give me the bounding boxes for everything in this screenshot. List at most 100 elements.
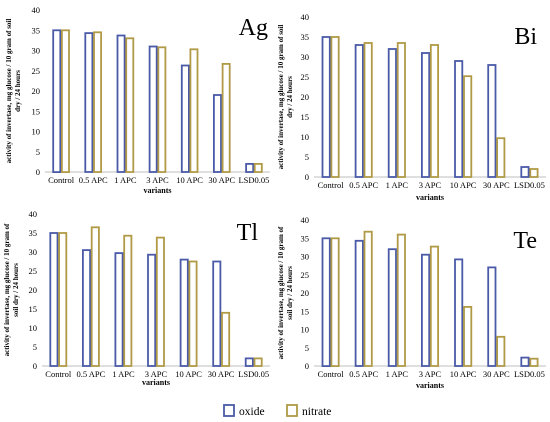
x-tick-label: 3 APC	[146, 175, 169, 185]
bar-oxide-control	[321, 237, 331, 368]
x-tick-label: Control	[318, 180, 345, 190]
y-tick-label: 40	[32, 5, 41, 15]
y-tick-label: 20	[301, 288, 310, 298]
bar-oxide-0-5-apc	[354, 44, 364, 178]
y-tick-label: 20	[32, 86, 41, 96]
bar-nitrate-1-apc	[123, 234, 133, 367]
bar-oxide-3-apc	[148, 45, 158, 173]
bar-nitrate-3-apc	[155, 236, 165, 367]
x-tick-label: Control	[318, 369, 345, 379]
bar-nitrate-1-apc	[396, 233, 406, 367]
x-tick-label: 30 APC	[208, 175, 235, 185]
bar-oxide-1-apc	[387, 248, 397, 367]
bar-oxide-1-apc	[116, 34, 126, 173]
x-tick-label: 10 APC	[175, 369, 202, 379]
y-tick-label: 25	[29, 266, 38, 276]
y-tick-label: 20	[29, 285, 38, 295]
y-tick-label: 0	[33, 361, 37, 371]
y-axis-title: activity of invertase, mg glucose / 10 g…	[5, 19, 22, 164]
x-tick-label: 1 APC	[114, 175, 137, 185]
x-tick-label: 0.5 APC	[76, 369, 105, 379]
bar-nitrate-30-apc	[221, 63, 231, 173]
bar-oxide-3-apc	[420, 52, 431, 178]
y-tick-label: 20	[301, 92, 310, 102]
y-tick-label: 10	[301, 325, 310, 335]
chart-panel-bi: 0 5 10 15 20 25 30 35 40 Control 0.5 APC 1 APC 3 APC…	[277, 12, 546, 202]
x-tick-label: Control	[48, 175, 75, 185]
y-tick-label: 10	[301, 132, 310, 142]
x-tick-label: 30 APC	[483, 180, 510, 190]
x-tick-label: Control	[45, 369, 72, 379]
y-tick-label: 0	[305, 361, 309, 371]
x-tick-label: LSD0.05	[238, 369, 269, 379]
chart-panel-ag: 0 5 10 15 20 25 30 35 40 Control 0.5 APC 1 APC 3 APC…	[5, 5, 270, 195]
bar-oxide-10-apc	[179, 258, 189, 367]
x-tick-label: 10 APC	[450, 369, 477, 379]
bar-oxide-10-apc	[454, 258, 464, 367]
y-tick-label: 30	[29, 247, 38, 257]
bar-nitrate-1-apc	[396, 42, 406, 178]
bar-oxide-10-apc	[180, 64, 190, 173]
y-axis-title: activity of invertase, mg glucose / 10 g…	[3, 223, 20, 356]
x-tick-label: 3 APC	[145, 369, 168, 379]
x-tick-label: LSD0.05	[238, 175, 269, 185]
bar-oxide-1-apc	[387, 48, 397, 178]
y-tick-label: 5	[33, 342, 37, 352]
x-tick-label: 0.5 APC	[79, 175, 108, 185]
y-tick-label: 15	[301, 306, 310, 316]
bar-nitrate-lsd0-05	[253, 357, 263, 367]
y-tick-label: 25	[32, 66, 41, 76]
bar-nitrate-control	[61, 29, 70, 174]
bar-nitrate-0-5-apc	[363, 42, 373, 178]
bar-oxide-0-5-apc	[354, 239, 364, 367]
x-tick-label: 1 APC	[112, 369, 135, 379]
bar-nitrate-control	[330, 36, 340, 178]
y-tick-label: 25	[301, 270, 310, 280]
x-axis-title: variants	[142, 378, 170, 387]
bar-nitrate-lsd0-05	[529, 357, 539, 367]
x-tick-label: 3 APC	[419, 180, 442, 190]
legend-swatch-nitrate	[286, 404, 298, 417]
legend-label-nitrate: nitrate	[302, 406, 331, 418]
bar-nitrate-10-apc	[463, 305, 473, 367]
bar-oxide-0-5-apc	[84, 32, 94, 173]
y-tick-label: 10	[29, 323, 38, 333]
y-axis-title: activity of invertase, mg glucose / 10 g…	[277, 25, 294, 170]
bar-nitrate-10-apc	[463, 75, 473, 178]
y-tick-label: 0	[305, 172, 309, 182]
bar-oxide-lsd0-05	[520, 166, 530, 178]
y-tick-label: 15	[301, 112, 310, 122]
x-axis-title: variants	[416, 381, 444, 390]
bar-oxide-30-apc	[212, 260, 222, 367]
x-tick-label: LSD0.05	[514, 180, 545, 190]
bar-nitrate-lsd0-05	[529, 168, 539, 178]
bar-nitrate-30-apc	[496, 137, 506, 178]
bar-nitrate-3-apc	[429, 44, 439, 178]
bar-oxide-30-apc	[487, 266, 497, 367]
chart-panel-te: 0 5 10 15 20 25 30 35 40 Control 0.5 APC 1 APC 3 APC…	[277, 215, 546, 390]
y-tick-label: 5	[36, 147, 40, 157]
bar-oxide-3-apc	[420, 253, 431, 367]
bar-oxide-3-apc	[147, 253, 157, 367]
bar-nitrate-1-apc	[125, 37, 135, 173]
bar-oxide-10-apc	[454, 60, 464, 178]
panel-label: Bi	[514, 24, 537, 50]
x-axis-title: variants	[144, 186, 172, 195]
chart-panels: 0 5 10 15 20 25 30 35 40 Control 0.5 APC 1 APC 3 APC…	[3, 5, 546, 390]
y-tick-label: 40	[29, 209, 38, 219]
x-tick-label: 30 APC	[483, 369, 510, 379]
y-tick-label: 10	[32, 127, 41, 137]
x-tick-label: LSD0.05	[514, 369, 545, 379]
panel-label: Tl	[237, 220, 259, 246]
bar-oxide-control	[49, 232, 59, 367]
y-tick-label: 5	[305, 152, 309, 162]
bar-oxide-control	[321, 36, 331, 178]
y-tick-label: 35	[301, 32, 310, 42]
y-tick-label: 30	[301, 52, 310, 62]
bar-nitrate-3-apc	[157, 46, 167, 173]
bar-oxide-lsd0-05	[520, 356, 530, 367]
bar-nitrate-lsd0-05	[253, 162, 263, 173]
x-tick-label: 10 APC	[176, 175, 203, 185]
y-tick-label: 35	[32, 25, 41, 35]
